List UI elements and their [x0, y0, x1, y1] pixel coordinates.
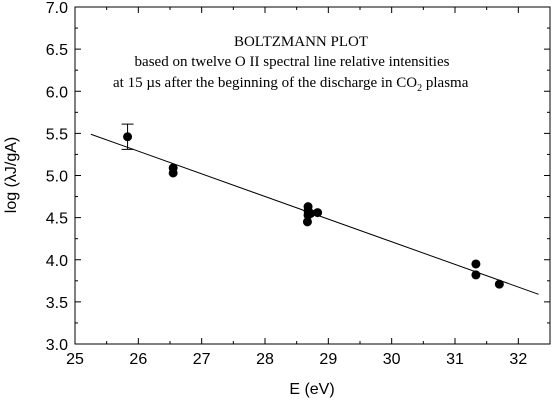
y-tick-labels: 3.0 3.5 4.0 4.5 5.0 5.5 6.0 6.5 7.0	[46, 0, 68, 354]
data-point	[123, 132, 133, 142]
y-tick-label: 6.5	[46, 42, 68, 59]
x-tick-label: 32	[509, 351, 527, 368]
x-axis-title: E (eV)	[289, 381, 334, 398]
y-tick-label: 3.5	[46, 295, 68, 312]
annotation-line-1: BOLTZMANN PLOT	[234, 34, 368, 50]
x-tick-label: 29	[319, 351, 337, 368]
data-point	[471, 270, 481, 280]
data-point	[313, 208, 323, 218]
data-point	[168, 168, 178, 178]
annotation-line-3-main: at 15 µs after the beginning of the disc…	[113, 75, 417, 91]
y-tick-label: 6.0	[46, 84, 68, 101]
data-point	[302, 217, 312, 227]
data-point	[306, 208, 316, 218]
y-tick-label: 5.5	[46, 126, 68, 143]
x-tick-labels: 25 26 27 28 29 30 31 32	[66, 351, 527, 368]
x-tick-label: 25	[66, 351, 84, 368]
x-tick-label: 31	[446, 351, 464, 368]
y-tick-label: 3.0	[46, 337, 68, 354]
annotation-line-2: based on twelve O II spectral line relat…	[135, 54, 450, 70]
data-point	[494, 279, 504, 289]
data-point	[471, 259, 481, 269]
y-tick-label: 4.0	[46, 253, 68, 270]
x-tick-label: 27	[193, 351, 211, 368]
y-tick-label: 7.0	[46, 0, 68, 17]
annotation-line-3: at 15 µs after the beginning of the disc…	[113, 75, 469, 94]
annotation-line-3-end: plasma	[422, 75, 469, 91]
x-tick-label: 30	[383, 351, 401, 368]
x-tick-label: 28	[256, 351, 274, 368]
y-axis-title: log (λJ/gA)	[3, 137, 20, 213]
annotation-line-3-subscript: 2	[417, 83, 422, 94]
axis-ticks	[74, 6, 550, 345]
y-tick-label: 4.5	[46, 211, 68, 228]
data-points	[121, 123, 504, 289]
x-tick-label: 26	[129, 351, 147, 368]
y-tick-label: 5.0	[46, 169, 68, 186]
